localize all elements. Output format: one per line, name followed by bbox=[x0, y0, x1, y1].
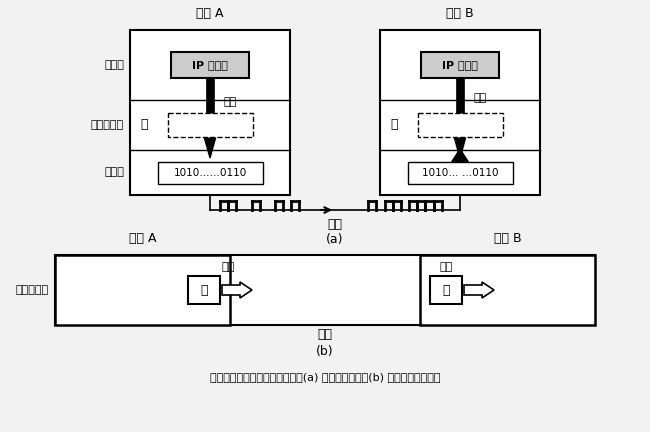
Bar bbox=[168, 113, 252, 137]
Text: 1010… …0110: 1010… …0110 bbox=[422, 168, 499, 178]
Text: 结点 A: 结点 A bbox=[196, 7, 224, 20]
Bar bbox=[420, 255, 595, 325]
Bar bbox=[430, 276, 462, 304]
Text: 结点 B: 结点 B bbox=[494, 232, 521, 245]
Polygon shape bbox=[222, 282, 252, 298]
Text: 帧: 帧 bbox=[390, 118, 398, 131]
Bar bbox=[130, 30, 290, 195]
Bar bbox=[380, 30, 540, 195]
Bar bbox=[171, 52, 249, 78]
Bar bbox=[55, 255, 230, 325]
Text: 结点 B: 结点 B bbox=[446, 7, 474, 20]
Text: IP 数据报: IP 数据报 bbox=[442, 60, 478, 70]
Text: 1010……0110: 1010……0110 bbox=[174, 168, 246, 178]
Text: 数据链路层: 数据链路层 bbox=[91, 120, 124, 130]
Polygon shape bbox=[464, 282, 494, 298]
Text: 结点 A: 结点 A bbox=[129, 232, 156, 245]
Text: 链路: 链路 bbox=[328, 217, 343, 231]
Text: 接收: 接收 bbox=[439, 262, 452, 272]
Bar bbox=[417, 113, 502, 137]
Bar bbox=[188, 276, 220, 304]
Bar bbox=[421, 52, 499, 78]
Text: 网络层: 网络层 bbox=[104, 60, 124, 70]
Text: 装入: 装入 bbox=[224, 97, 237, 107]
Text: 帧: 帧 bbox=[442, 283, 450, 296]
Text: 发送: 发送 bbox=[222, 262, 235, 272]
Bar bbox=[55, 255, 595, 325]
Bar bbox=[206, 78, 214, 122]
Text: 取出: 取出 bbox=[474, 93, 488, 103]
Text: IP 数据报: IP 数据报 bbox=[192, 60, 228, 70]
Polygon shape bbox=[200, 122, 220, 158]
Polygon shape bbox=[450, 149, 470, 165]
Bar bbox=[157, 162, 263, 184]
Bar bbox=[456, 78, 464, 122]
Polygon shape bbox=[450, 122, 470, 158]
Text: 帧: 帧 bbox=[140, 118, 148, 131]
Text: 使用点对点信道的数据链路层：(a) 三层简化模型；(b) 只考虑数据链路层: 使用点对点信道的数据链路层：(a) 三层简化模型；(b) 只考虑数据链路层 bbox=[210, 372, 440, 382]
Text: 帧: 帧 bbox=[200, 283, 208, 296]
Bar bbox=[408, 162, 512, 184]
Bar bbox=[456, 165, 464, 184]
Text: 数据链路层: 数据链路层 bbox=[16, 285, 49, 295]
Text: 物理层: 物理层 bbox=[104, 168, 124, 178]
Text: (b): (b) bbox=[316, 344, 334, 358]
Text: 链路: 链路 bbox=[317, 328, 333, 342]
Text: (a): (a) bbox=[326, 234, 344, 247]
